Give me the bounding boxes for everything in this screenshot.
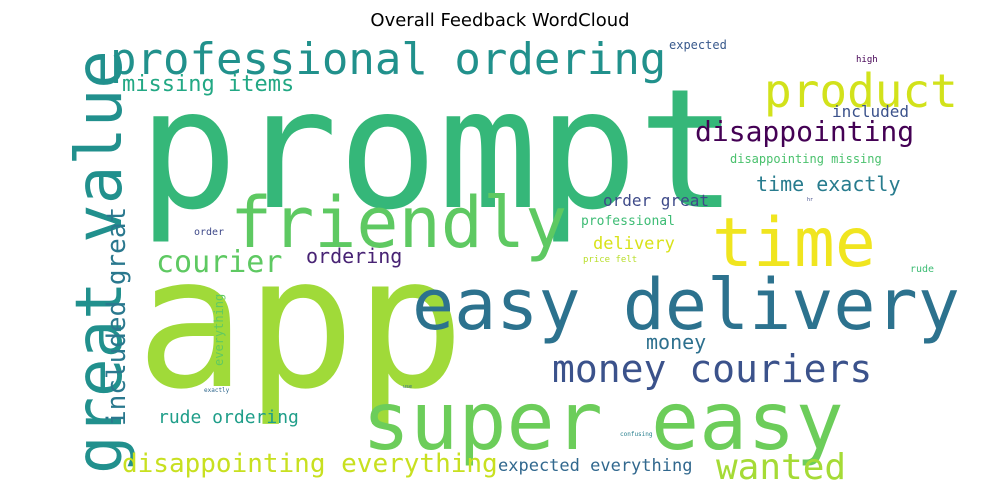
word-price-felt: price felt bbox=[583, 255, 638, 265]
word-app: app bbox=[136, 217, 465, 429]
word-included-great: included great bbox=[102, 206, 132, 426]
word-friendly: friendly bbox=[230, 182, 568, 264]
word-disappointing-missing: disappointing missing bbox=[730, 152, 882, 166]
word-order-great: order great bbox=[603, 191, 709, 210]
word-money: money bbox=[646, 330, 707, 354]
word-money-couriers: money couriers bbox=[552, 347, 873, 391]
word-disappointing-everything: disappointing everything bbox=[122, 449, 498, 479]
word-rude-ordering: rude ordering bbox=[158, 407, 299, 428]
word-included: included bbox=[832, 102, 910, 121]
word-wanted: wanted bbox=[716, 447, 847, 488]
word-ordering: ordering bbox=[306, 244, 403, 268]
word-delivery: delivery bbox=[593, 234, 675, 254]
word-high: high bbox=[856, 55, 878, 65]
word-time-exactly: time exactly bbox=[756, 172, 901, 196]
word-prompt: prompt bbox=[138, 54, 738, 247]
word-everything: everything bbox=[212, 293, 226, 366]
word-time: time bbox=[712, 204, 876, 283]
word-confusing: confusing bbox=[620, 431, 653, 438]
word-professional-ordering: professional ordering bbox=[110, 34, 667, 85]
word-exactly: exactly bbox=[204, 387, 230, 394]
wordcloud-title: Overall Feedback WordCloud bbox=[370, 10, 630, 31]
word-order: order bbox=[194, 227, 225, 238]
word-courier: courier bbox=[156, 245, 283, 280]
word-product: product bbox=[764, 64, 958, 118]
word-missing-items: missing items bbox=[122, 72, 295, 97]
word-super-easy: super easy bbox=[362, 375, 844, 468]
word-expected: expected bbox=[669, 38, 727, 52]
word-rude: rude bbox=[910, 264, 935, 275]
word-professional: professional bbox=[581, 214, 675, 229]
word-hr: hr bbox=[807, 197, 814, 203]
word-use: use bbox=[403, 384, 413, 390]
word-expected-everything: expected everything bbox=[498, 456, 693, 476]
word-disappointing: disappointing bbox=[695, 115, 915, 148]
word-easy-delivery: easy delivery bbox=[412, 264, 960, 346]
